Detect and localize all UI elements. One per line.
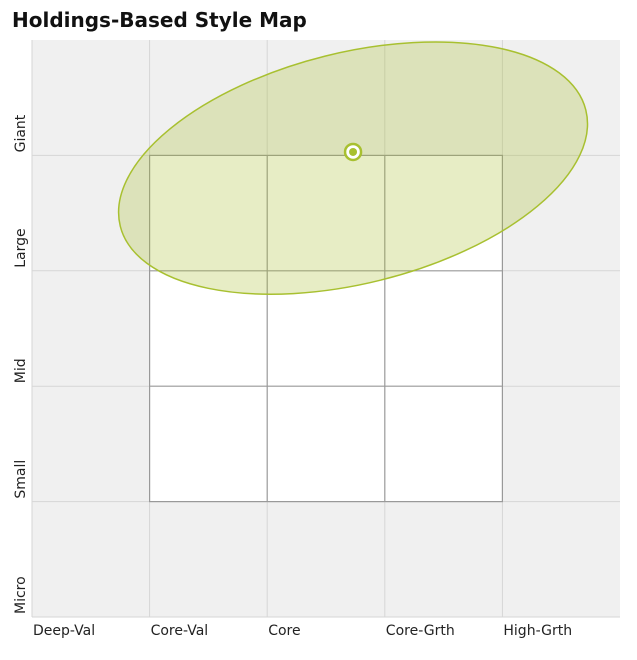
y-tick-label: Micro xyxy=(13,576,29,614)
style-box xyxy=(149,154,503,503)
chart-title: Holdings-Based Style Map xyxy=(12,8,307,32)
y-tick-label: Small xyxy=(13,460,29,499)
ellipse-group xyxy=(117,41,589,295)
y-tick-label: Mid xyxy=(13,358,29,383)
holdings-ellipse xyxy=(117,41,589,295)
x-tick-label: Core-Grth xyxy=(386,623,455,639)
x-tick-label: Core xyxy=(268,623,300,639)
x-tick-label: High-Grth xyxy=(503,623,572,639)
x-tick-label: Core-Val xyxy=(151,623,209,639)
y-tick-label: Giant xyxy=(13,114,29,152)
y-tick-label: Large xyxy=(13,228,29,267)
x-tick-label: Deep-Val xyxy=(33,623,95,639)
centroid-dot xyxy=(349,147,358,156)
